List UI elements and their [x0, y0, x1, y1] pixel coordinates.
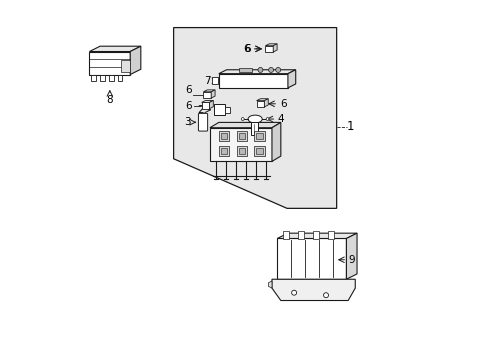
Bar	[91, 75, 96, 81]
Ellipse shape	[247, 115, 262, 123]
Text: 5: 5	[269, 123, 276, 134]
Bar	[238, 148, 244, 154]
Circle shape	[265, 118, 268, 121]
Text: 6: 6	[280, 99, 286, 109]
Bar	[236, 131, 246, 141]
Polygon shape	[287, 70, 295, 88]
Text: 4: 4	[277, 114, 284, 124]
Polygon shape	[89, 51, 130, 75]
Polygon shape	[273, 44, 277, 52]
Bar	[239, 68, 251, 72]
Polygon shape	[271, 279, 355, 301]
Polygon shape	[201, 100, 213, 103]
Circle shape	[323, 293, 328, 298]
Polygon shape	[173, 28, 336, 208]
Polygon shape	[89, 46, 141, 51]
Bar	[256, 134, 262, 139]
Polygon shape	[201, 103, 209, 109]
Text: 9: 9	[348, 255, 354, 265]
Polygon shape	[265, 44, 277, 46]
Bar	[254, 131, 264, 141]
Polygon shape	[203, 90, 215, 92]
Text: 6: 6	[185, 85, 191, 95]
Circle shape	[291, 290, 296, 295]
Polygon shape	[277, 233, 356, 238]
Text: 1: 1	[346, 120, 354, 133]
Bar	[327, 231, 333, 239]
Polygon shape	[209, 122, 280, 128]
Text: 8: 8	[106, 95, 113, 105]
Bar	[218, 131, 229, 141]
Bar	[238, 134, 244, 139]
FancyBboxPatch shape	[198, 113, 207, 131]
Polygon shape	[346, 233, 356, 279]
Polygon shape	[209, 100, 213, 109]
Bar	[298, 231, 303, 239]
Bar	[283, 231, 288, 239]
Bar	[221, 134, 227, 139]
Polygon shape	[218, 70, 295, 74]
Bar	[109, 75, 113, 81]
Polygon shape	[264, 99, 268, 107]
Bar	[256, 148, 262, 154]
Polygon shape	[211, 90, 215, 98]
Bar	[209, 128, 271, 161]
Bar	[118, 75, 122, 81]
Polygon shape	[256, 101, 264, 107]
Polygon shape	[218, 74, 287, 88]
Bar	[236, 146, 246, 156]
Polygon shape	[268, 281, 271, 288]
Bar	[218, 146, 229, 156]
Text: 3: 3	[184, 117, 191, 127]
Text: 6: 6	[243, 44, 249, 54]
Polygon shape	[203, 92, 211, 98]
Bar	[312, 231, 318, 239]
Polygon shape	[265, 46, 273, 52]
Circle shape	[275, 67, 280, 72]
Bar	[251, 122, 257, 135]
Bar	[224, 107, 229, 113]
Bar	[214, 104, 224, 116]
Circle shape	[258, 67, 263, 72]
Polygon shape	[271, 122, 280, 161]
Text: 7: 7	[203, 76, 210, 86]
Circle shape	[241, 118, 244, 121]
Bar	[100, 75, 104, 81]
Polygon shape	[256, 99, 268, 101]
Bar	[212, 77, 218, 84]
Bar	[221, 148, 227, 154]
Bar	[277, 238, 346, 279]
Polygon shape	[130, 46, 141, 75]
Bar	[254, 146, 264, 156]
Text: 2: 2	[197, 105, 203, 115]
Text: 6: 6	[185, 100, 191, 111]
Text: 6: 6	[244, 44, 251, 54]
Bar	[121, 60, 130, 72]
Circle shape	[268, 67, 273, 72]
